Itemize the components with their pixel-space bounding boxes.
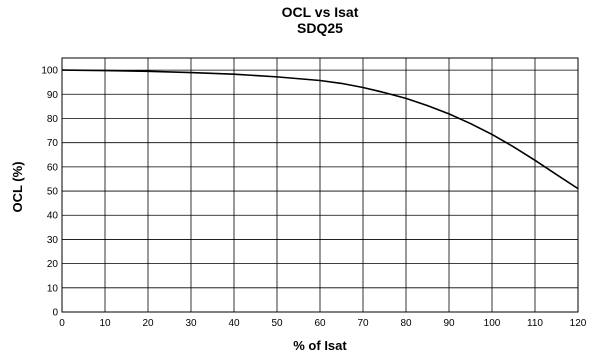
- x-tick-label: 100: [484, 318, 501, 329]
- grid: [61, 58, 579, 313]
- chart-subtitle: SDQ25: [297, 20, 343, 36]
- x-tick-label: 40: [228, 318, 240, 329]
- y-tick-label: 50: [47, 187, 59, 198]
- y-tick-label: 0: [52, 308, 58, 319]
- chart-title: OCL vs Isat: [282, 4, 359, 20]
- y-tick-label: 60: [47, 162, 59, 173]
- x-axis-label: % of Isat: [293, 338, 347, 353]
- y-tick-label: 80: [47, 114, 59, 125]
- x-tick-labels: 0 10 20 30 40 50 60 70 80 90 100 110 120: [59, 318, 587, 329]
- y-tick-label: 20: [47, 259, 59, 270]
- y-tick-label: 30: [47, 235, 59, 246]
- plot-frame: [61, 57, 579, 313]
- x-tick-label: 30: [185, 318, 197, 329]
- y-tick-label: 90: [47, 90, 59, 101]
- series-group: [61, 69, 579, 190]
- x-tick-label: 0: [59, 318, 65, 329]
- y-tick-labels: 0 10 20 30 40 50 60 70 80 90 100: [41, 66, 58, 319]
- y-tick-label: 100: [41, 66, 58, 77]
- y-tick-label: 10: [47, 283, 59, 294]
- x-tick-label: 80: [400, 318, 412, 329]
- series-line: [61, 69, 579, 190]
- y-tick-label: 40: [47, 211, 59, 222]
- x-tick-label: 90: [443, 318, 455, 329]
- x-tick-label: 110: [527, 318, 543, 329]
- x-tick-label: 10: [99, 318, 111, 329]
- x-tick-label: 50: [271, 318, 283, 329]
- x-tick-label: 20: [142, 318, 154, 329]
- x-tick-label: 70: [357, 318, 369, 329]
- x-tick-label: 60: [314, 318, 326, 329]
- y-axis-label: OCL (%): [10, 161, 25, 212]
- x-tick-label: 120: [570, 318, 587, 329]
- y-tick-label: 70: [47, 138, 59, 149]
